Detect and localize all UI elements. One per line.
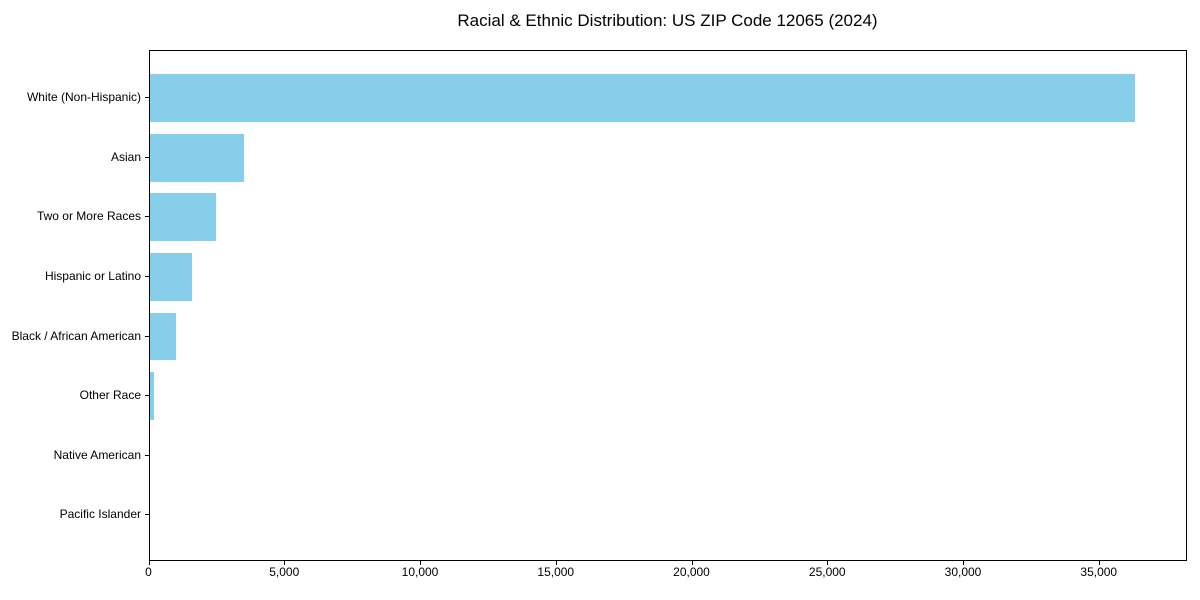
y-tick-mark (144, 335, 149, 337)
y-tick-mark (144, 97, 149, 99)
y-tick-label: Other Race (79, 388, 141, 403)
plot-area (148, 50, 1187, 561)
x-tick-mark (963, 561, 964, 565)
x-tick-label: 5,000 (269, 565, 300, 579)
y-tick-label: Black / African American (11, 328, 141, 343)
x-tick-mark (1098, 561, 1100, 565)
x-tick-label: 30,000 (944, 565, 982, 579)
x-tick-mark (555, 561, 557, 565)
y-tick-label: Asian (110, 149, 141, 164)
x-tick-mark (691, 561, 693, 565)
x-tick-label: 25,000 (808, 565, 846, 579)
bar-white-non-hispanic (149, 74, 1135, 122)
y-tick-mark (144, 454, 149, 456)
y-tick-label: Hispanic or Latino (44, 268, 141, 283)
bar-other-race (149, 372, 155, 420)
x-tick-label: 35,000 (1080, 565, 1118, 579)
x-tick-label: 15,000 (537, 565, 575, 579)
bar-black-african-american (149, 312, 177, 361)
x-tick-label: 0 (145, 565, 152, 579)
y-tick-label: White (Non-Hispanic) (26, 90, 141, 105)
bar-asian (149, 133, 244, 182)
x-tick-mark (284, 561, 286, 565)
y-tick-mark (144, 275, 149, 277)
x-tick-label: 20,000 (673, 565, 710, 579)
y-tick-label: Pacific Islander (59, 507, 141, 522)
x-tick-label: 10,000 (401, 565, 439, 579)
x-tick-mark (420, 561, 421, 565)
y-tick-mark (144, 395, 149, 397)
y-tick-label: Native American (53, 447, 141, 462)
x-tick-mark (148, 561, 150, 565)
x-tick-mark (827, 561, 829, 565)
y-tick-mark (144, 514, 149, 516)
bar-two-or-more-races (149, 193, 217, 242)
bar-hispanic-or-latino (149, 253, 193, 301)
y-tick-mark (144, 216, 149, 218)
y-tick-label: Two or More Races (36, 209, 141, 224)
chart-title: Racial & Ethnic Distribution: US ZIP Cod… (457, 11, 878, 30)
y-tick-mark (144, 156, 149, 158)
